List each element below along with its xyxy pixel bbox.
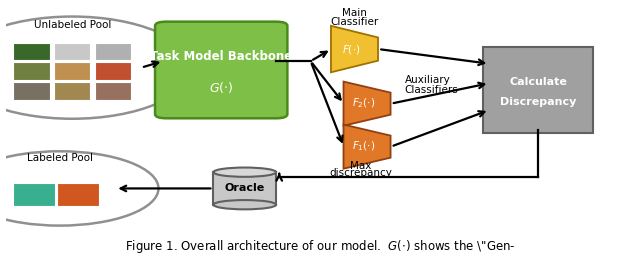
Text: Oracle: Oracle <box>225 183 265 193</box>
Bar <box>56 183 99 206</box>
Ellipse shape <box>0 16 191 119</box>
Bar <box>95 43 131 60</box>
Text: Figure 1. Overall architecture of our model.  $G(\cdot)$ shows the \"Gen-: Figure 1. Overall architecture of our mo… <box>125 238 515 255</box>
FancyBboxPatch shape <box>483 47 593 133</box>
Ellipse shape <box>213 200 276 209</box>
Text: $F_2(\cdot)$: $F_2(\cdot)$ <box>352 97 376 110</box>
Text: discrepancy: discrepancy <box>330 168 392 178</box>
FancyBboxPatch shape <box>155 22 287 118</box>
Text: Calculate: Calculate <box>509 76 567 87</box>
Text: Unlabeled Pool: Unlabeled Pool <box>33 20 111 30</box>
Bar <box>213 172 276 205</box>
Text: Task Model Backbone: Task Model Backbone <box>150 50 292 63</box>
Ellipse shape <box>0 151 159 226</box>
Text: $G(\cdot)$: $G(\cdot)$ <box>209 80 234 95</box>
Polygon shape <box>344 124 390 169</box>
Bar <box>13 183 55 206</box>
Polygon shape <box>344 82 390 126</box>
Bar <box>13 62 50 80</box>
Bar <box>95 82 131 100</box>
Bar <box>95 62 131 80</box>
Bar <box>13 43 50 60</box>
Text: Main: Main <box>342 8 367 18</box>
Bar <box>54 43 90 60</box>
Text: $F(\cdot)$: $F(\cdot)$ <box>342 43 360 56</box>
Polygon shape <box>331 26 378 72</box>
Text: Classifiers: Classifiers <box>404 85 458 95</box>
Bar <box>54 82 90 100</box>
Text: $F_1(\cdot)$: $F_1(\cdot)$ <box>352 140 376 153</box>
Text: Discrepancy: Discrepancy <box>500 97 576 107</box>
Text: Classifier: Classifier <box>330 17 379 27</box>
Ellipse shape <box>213 168 276 177</box>
Text: Auxiliary: Auxiliary <box>404 75 451 85</box>
Bar <box>54 62 90 80</box>
Text: Labeled Pool: Labeled Pool <box>27 153 93 163</box>
Bar <box>13 82 50 100</box>
Text: Max: Max <box>350 161 371 171</box>
